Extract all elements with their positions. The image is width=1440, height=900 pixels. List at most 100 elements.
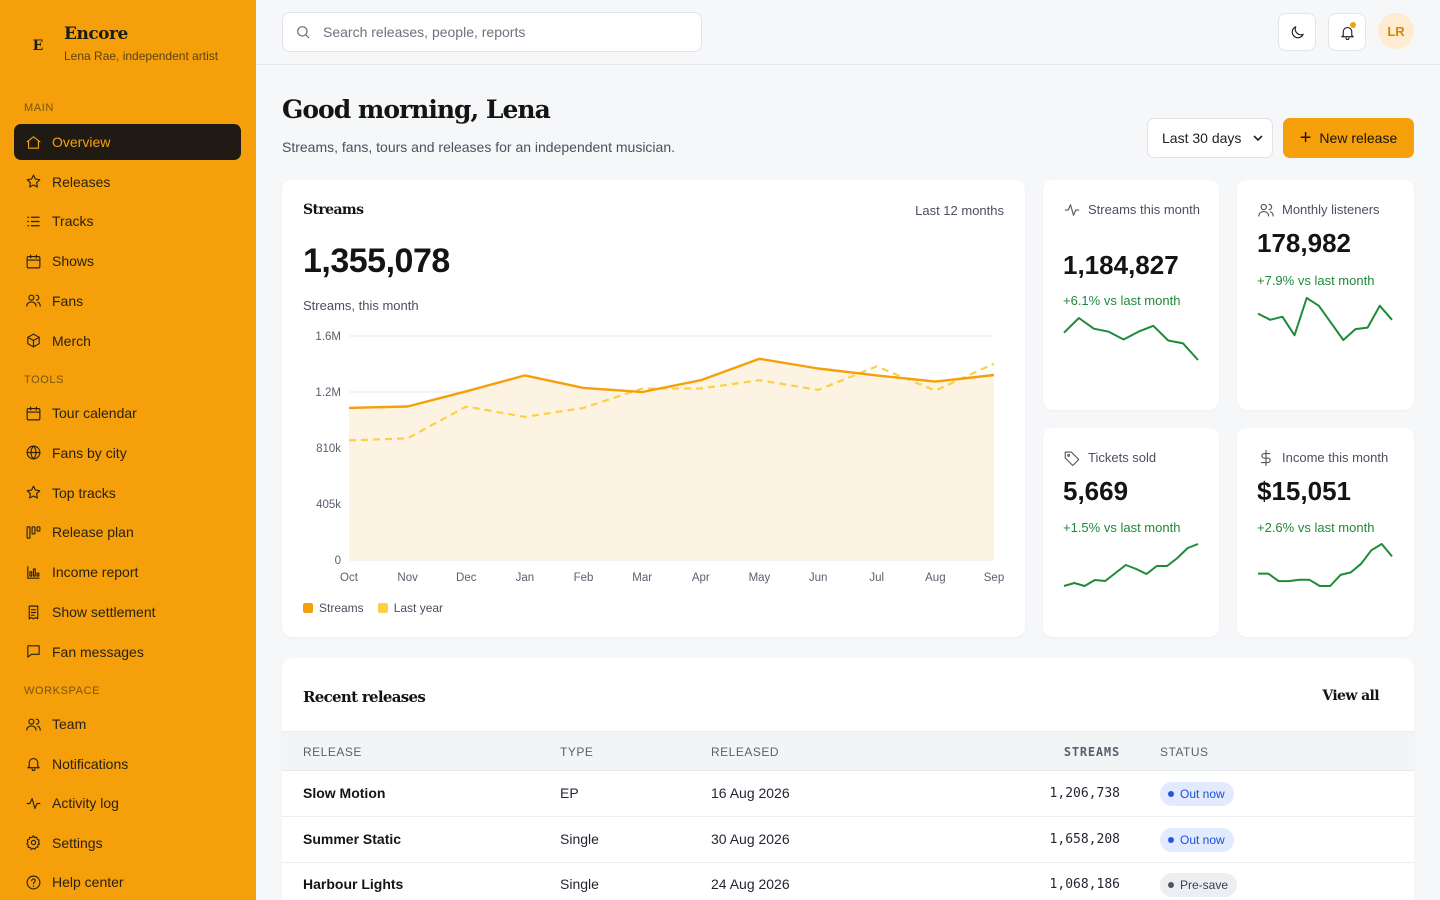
avatar[interactable]: LR: [1378, 13, 1414, 49]
status-label: Pre-save: [1180, 878, 1229, 892]
sidebar-item-tracks[interactable]: Tracks: [14, 203, 241, 239]
release-type: Single: [560, 876, 599, 892]
x-tick-label: Apr: [692, 572, 710, 584]
chart-legend: Streams Last year: [303, 601, 457, 615]
sidebar-item-label: Activity log: [52, 795, 119, 812]
sidebar-item-tour-calendar[interactable]: Tour calendar: [14, 395, 241, 431]
status-badge: Out now: [1160, 782, 1234, 806]
kpi-label-text: Tickets sold: [1088, 450, 1157, 465]
legend-swatch: [303, 603, 313, 613]
legend-item[interactable]: Last year: [377, 601, 443, 615]
table-row[interactable]: Slow Motion EP 16 Aug 2026 1,206,738 Out…: [282, 771, 1414, 817]
sidebar-item-activity-log[interactable]: Activity log: [14, 785, 241, 821]
date-range-select[interactable]: Last 30 days: [1147, 118, 1273, 158]
kpi-value: 1,184,827: [1063, 250, 1179, 280]
column-header-type[interactable]: TYPE: [560, 745, 594, 759]
tag-icon: [1063, 448, 1088, 473]
sidebar-item-label: Notifications: [52, 755, 129, 772]
kpi-value: $15,051: [1257, 476, 1351, 506]
moon-icon: [1291, 25, 1304, 38]
streams-line: [348, 357, 995, 410]
nav-section-workspace: WORKSPACE: [24, 685, 101, 697]
status-badge: Out now: [1160, 827, 1234, 852]
x-tick-label: Jul: [869, 572, 884, 584]
table-row[interactable]: Summer Static Single 30 Aug 2026 1,658,2…: [282, 817, 1414, 863]
sidebar-item-releases[interactable]: Releases: [14, 164, 241, 200]
star-icon: [24, 484, 42, 502]
sidebar-item-release-plan[interactable]: Release plan: [14, 514, 241, 550]
streams-area: [349, 358, 994, 560]
gear-icon: [24, 834, 42, 852]
box-icon: [24, 332, 42, 350]
recent-releases-card: Recent releases View all RELEASE TYPE RE…: [282, 658, 1414, 900]
brand[interactable]: E Encore Lena Rae, independent artist: [24, 24, 218, 68]
sidebar-item-label: Top tracks: [52, 484, 116, 501]
new-release-button[interactable]: + New release: [1283, 118, 1414, 158]
sidebar-item-merch[interactable]: Merch: [14, 323, 241, 359]
search-box[interactable]: [282, 12, 702, 52]
page-title: Good morning, Lena: [282, 95, 551, 124]
x-tick-label: Oct: [340, 572, 359, 584]
kpi-sparkline: [1063, 543, 1199, 587]
view-all-link[interactable]: View all: [1322, 688, 1379, 704]
x-tick-label: Mar: [632, 572, 652, 584]
kpi-label: Tickets sold: [1063, 448, 1203, 473]
users-icon: [24, 292, 42, 310]
sidebar-item-shows[interactable]: Shows: [14, 243, 241, 279]
column-header-released[interactable]: RELEASED: [711, 745, 780, 759]
sidebar-item-income-report[interactable]: Income report: [14, 554, 241, 590]
table-row[interactable]: Harbour Lights Single 24 Aug 2026 1,068,…: [282, 862, 1414, 900]
release-name[interactable]: Slow Motion: [303, 785, 386, 801]
notifications-button[interactable]: [1328, 13, 1366, 51]
users-icon: [1257, 200, 1282, 225]
x-tick-label: Feb: [574, 572, 594, 584]
bell-icon: [1340, 26, 1354, 40]
calendar-icon: [24, 252, 42, 270]
chevron-down-icon: [1253, 135, 1263, 142]
kpi-sparkline: [1258, 543, 1393, 587]
x-tick-label: Jan: [516, 572, 535, 584]
sidebar-item-fans-by-city[interactable]: Fans by city: [14, 435, 241, 471]
sparkline-path: [1063, 317, 1199, 361]
theme-toggle-button[interactable]: [1278, 13, 1316, 51]
column-header-status[interactable]: STATUS: [1160, 745, 1209, 759]
calendar-icon: [24, 404, 42, 422]
column-header-release[interactable]: RELEASE: [303, 745, 362, 759]
page-subtitle: Streams, fans, tours and releases for an…: [282, 139, 675, 155]
column-header-streams[interactable]: STREAMS: [1063, 745, 1120, 759]
release-type: EP: [560, 785, 579, 801]
sidebar-item-label: Overview: [52, 134, 111, 150]
sidebar-item-overview[interactable]: Overview: [14, 124, 241, 160]
table-header: RELEASE TYPE RELEASED STREAMS STATUS: [282, 731, 1414, 771]
sidebar-item-show-settlement[interactable]: Show settlement: [14, 594, 241, 630]
last-year-line: [348, 362, 995, 442]
sidebar-item-label: Fans: [52, 292, 84, 309]
sidebar-item-help-center[interactable]: Help center: [14, 864, 241, 900]
release-streams: 1,068,186: [1049, 877, 1120, 892]
legend-item[interactable]: Streams: [303, 601, 364, 615]
sidebar-item-team[interactable]: Team: [14, 706, 241, 742]
legend-swatch: [377, 603, 388, 613]
sidebar-item-notifications[interactable]: Notifications: [14, 746, 241, 782]
sidebar-item-fan-messages[interactable]: Fan messages: [14, 634, 241, 670]
sidebar-item-label: Tracks: [52, 213, 94, 230]
x-tick-label: Jun: [809, 572, 828, 584]
kpi-card-streams: Streams this month 1,184,827 +6.1% vs la…: [1043, 180, 1219, 410]
sidebar-item-settings[interactable]: Settings: [14, 825, 241, 861]
activity-icon: [1063, 200, 1088, 225]
kpi-value: 178,982: [1257, 228, 1351, 258]
star-icon: [24, 173, 42, 191]
kpi-value: 5,669: [1063, 476, 1129, 506]
sidebar-item-top-tracks[interactable]: Top tracks: [14, 475, 241, 511]
kpi-sparkline: [1257, 297, 1393, 341]
kpi-card-income: Income this month $15,051 +2.6% vs last …: [1237, 428, 1414, 637]
status-label: Out now: [1180, 787, 1225, 801]
sidebar-item-fans[interactable]: Fans: [14, 283, 241, 319]
kpi-label: Monthly listeners: [1257, 200, 1397, 225]
search-icon: [297, 26, 310, 39]
release-name[interactable]: Summer Static: [303, 830, 402, 847]
search-input[interactable]: [323, 24, 683, 40]
brand-logo: E: [32, 38, 44, 54]
release-name[interactable]: Harbour Lights: [303, 876, 404, 892]
streams-title: Streams: [303, 202, 364, 218]
